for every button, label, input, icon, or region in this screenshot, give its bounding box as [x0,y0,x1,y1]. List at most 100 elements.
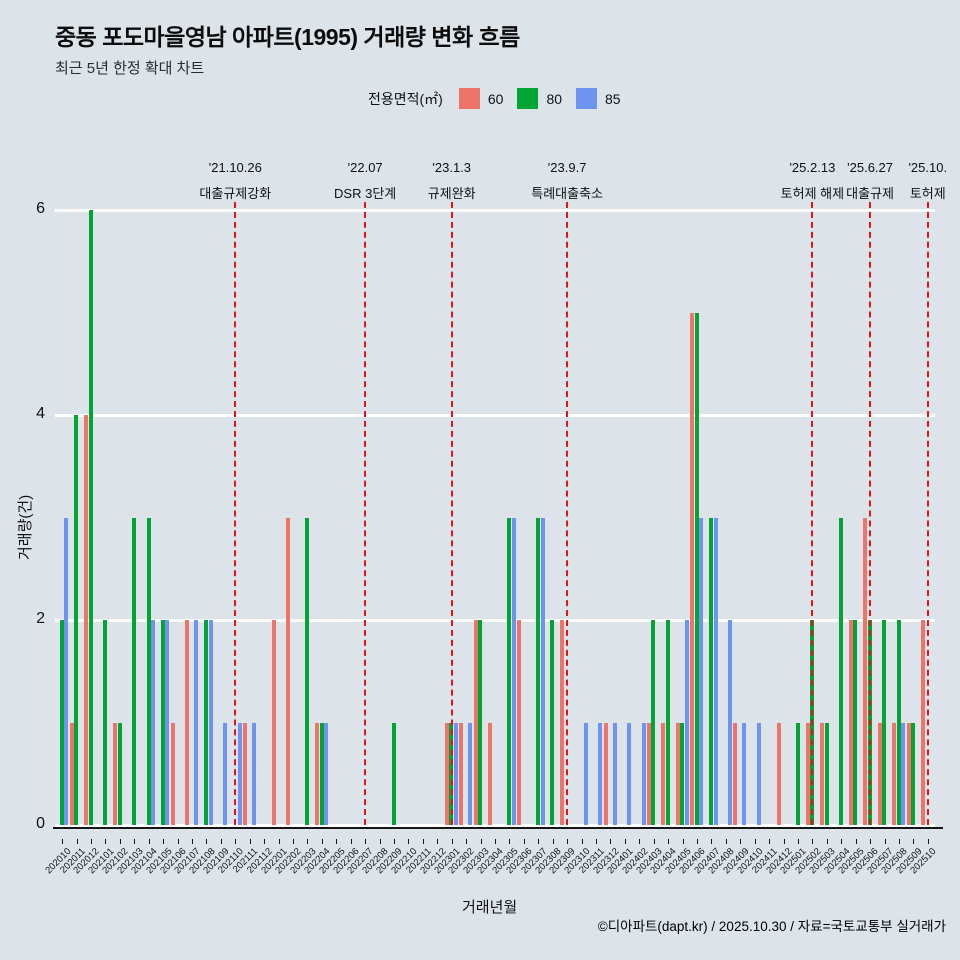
x-tick [62,839,64,844]
bar-60-202012 [84,415,89,825]
legend-item-85: 85 [576,88,621,109]
bar-60-202406 [690,312,695,825]
bar-60-202202 [286,517,291,825]
bar-80-202405 [680,722,685,825]
annotation-event-202502: 토허제 해제 [780,186,845,201]
bar-60-202403 [646,722,651,825]
x-tick [379,839,381,844]
bar-60-202306 [517,620,522,825]
bar-85-202305 [511,517,516,825]
x-tick [898,839,900,844]
bar-80-202403 [651,620,656,825]
bar-60-202304 [488,722,493,825]
x-tick [639,839,641,844]
bar-60-202503 [820,722,825,825]
bar-85-202104 [151,620,156,825]
plot-area [55,208,935,827]
chart-title: 중동 포도마을영남 아파트(1995) 거래량 변화 흐름 [55,24,520,50]
bar-80-202101 [103,620,108,825]
x-tick [365,839,367,844]
bar-85-202310 [583,722,588,825]
x-tick [653,839,655,844]
bar-60-202505 [848,620,853,825]
x-tick [394,839,396,844]
x-axis-title: 거래년월 [462,899,518,916]
legend-swatch-80 [517,88,539,109]
bar-80-202509 [911,722,916,825]
gridline [55,208,935,212]
bar-80-202407 [709,517,714,825]
bar-80-202305 [507,517,512,825]
gridline [55,413,935,417]
bar-85-202105 [165,620,170,825]
x-tick [293,839,295,844]
annotation-date-202110: '21.10.26 [208,160,262,175]
bar-80-202503 [824,722,829,825]
bar-85-202408 [728,620,733,825]
x-tick [422,839,424,844]
bar-60-202412 [776,722,781,825]
x-tick [595,839,597,844]
x-tick [725,839,727,844]
bar-80-202308 [550,620,555,825]
x-tick [163,839,165,844]
x-tick [668,839,670,844]
bar-85-202204 [324,722,329,825]
x-tick [552,839,554,844]
annotation-date-202207: '22.07 [347,160,383,175]
legend: 전용면적(㎡) 60 80 85 [368,88,621,109]
bar-80-202012 [88,210,93,825]
x-tick [278,839,280,844]
bar-80-202501 [795,722,800,825]
legend-label-80: 80 [546,90,563,107]
annotation-date-202510: '25.10. [908,160,948,175]
x-tick [177,839,179,844]
x-tick [754,839,756,844]
annotation-event-202506: 대출규제 [846,186,894,201]
y-tick-label: 4 [36,405,45,422]
bar-60-202404 [661,722,666,825]
bar-80-202209 [391,722,396,825]
bar-60-202502 [805,722,810,825]
x-tick [336,839,338,844]
bar-60-202204 [315,722,320,825]
x-tick [91,839,93,844]
bar-60-202510 [921,620,926,825]
bar-80-202102 [117,722,122,825]
bar-60-202111 [243,722,247,825]
bar-85-202409 [742,722,747,825]
x-tick [408,839,410,844]
bar-60-202106 [170,722,175,825]
bar-60-202302 [459,722,464,825]
bar-60-202409 [733,722,738,825]
x-tick [148,839,150,844]
bar-85-202307 [540,517,545,825]
bar-60-202509 [906,722,911,825]
x-tick [119,839,121,844]
legend-label-85: 85 [605,90,621,107]
bar-85-202508 [901,722,906,825]
bar-60-202201 [271,620,276,825]
bar-80-202104 [146,517,151,825]
bar-80-202105 [160,620,165,825]
annotation-line-202110 [234,202,237,825]
bar-80-202505 [853,620,858,825]
annotation-event-202309: 특례대출축소 [531,186,603,201]
y-tick-label: 0 [36,815,45,832]
bar-80-202507 [882,620,887,825]
bar-80-202303 [478,620,483,825]
x-tick [192,839,194,844]
x-tick [105,839,107,844]
bar-80-202508 [896,620,901,825]
bar-60-202506 [863,517,868,825]
y-tick-label: 2 [36,610,45,627]
y-tick-label: 6 [36,200,45,217]
x-tick [696,839,698,844]
x-tick [913,839,915,844]
bar-85-202405 [684,620,689,825]
bar-80-202404 [665,620,670,825]
legend-label-60: 60 [487,90,504,107]
bar-85-202312 [612,722,617,825]
x-tick [466,839,468,844]
bar-60-202507 [877,722,882,825]
